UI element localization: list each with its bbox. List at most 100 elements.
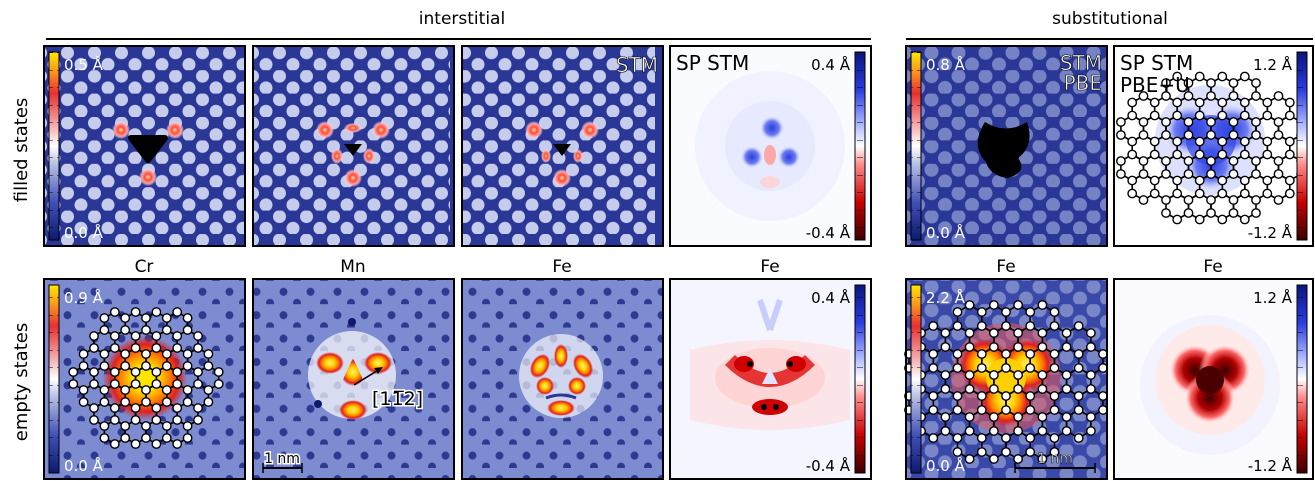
lattice-atom	[172, 439, 183, 449]
lattice-atom	[151, 343, 162, 353]
lattice-atom	[1025, 433, 1036, 443]
lattice-atom	[952, 307, 963, 317]
lattice-atom	[203, 385, 214, 395]
lattice-atom	[99, 349, 110, 359]
lattice-atom	[89, 379, 99, 389]
panel-fe-interstitial-empty	[461, 278, 664, 480]
lattice-atom	[1239, 214, 1250, 225]
lattice-atom	[1183, 156, 1194, 166]
lattice-atom	[89, 367, 99, 377]
scale-bar-label: 1 nm	[1037, 451, 1073, 467]
lattice-atom	[989, 370, 999, 380]
lattice-atom	[89, 343, 99, 353]
lattice-atom	[964, 412, 975, 422]
lattice-atom	[1217, 175, 1228, 186]
lattice-atom	[1061, 412, 1072, 422]
colorbar-min-label: 0.0 Å	[926, 456, 966, 475]
lattice-atom	[1251, 117, 1261, 127]
lattice-atom	[1172, 136, 1183, 147]
graphene-lattice-overlay	[1116, 71, 1307, 225]
lattice-atom	[78, 349, 89, 359]
lattice-atom	[1206, 91, 1216, 101]
colorbar-max-label: 0.8 Å	[926, 55, 966, 74]
lattice-atom	[182, 361, 193, 371]
lattice-atom	[928, 363, 939, 373]
lattice-atom	[1116, 130, 1126, 140]
lattice-atom	[1251, 208, 1261, 218]
panel-fe-substitutional-sp-filled: SP STM PBE+U 1.2 Å -1.2 Å	[1113, 45, 1314, 247]
lattice-atom	[99, 385, 110, 395]
graphene-lattice-overlay	[904, 300, 1108, 464]
lattice-atom	[989, 300, 999, 310]
column-label-cr: Cr	[135, 257, 154, 277]
lattice-atom	[1172, 71, 1183, 82]
colorbar-min-label: -0.4 Å	[806, 456, 851, 475]
lattice-atom	[1273, 156, 1284, 166]
sp-stm-label: SP STM	[676, 51, 749, 75]
lattice-atom	[1206, 169, 1216, 179]
lattice-atom	[1086, 328, 1096, 338]
lattice-atom	[1061, 384, 1072, 394]
lattice-atom	[1098, 391, 1108, 401]
lattice-atom	[1217, 97, 1228, 108]
lattice-atom	[1273, 117, 1284, 127]
lattice-atom	[193, 331, 203, 341]
lattice-atom	[1001, 391, 1011, 401]
lattice-atom	[1013, 342, 1023, 352]
lattice-atom	[193, 367, 203, 377]
lattice-atom	[120, 325, 131, 335]
lattice-atom	[1037, 342, 1048, 352]
header-substitutional: substitutional	[1052, 9, 1168, 29]
lattice-atom	[213, 379, 224, 389]
panel-fe-interstitial-filled: STM	[461, 45, 664, 247]
lattice-atom	[1228, 156, 1239, 166]
lattice-atom	[1138, 117, 1149, 127]
lattice-atom	[78, 385, 89, 395]
lattice-atom	[1161, 117, 1171, 127]
lattice-atom	[1172, 110, 1183, 121]
lattice-atom	[1284, 149, 1295, 160]
lattice-atom	[182, 313, 193, 323]
lattice-atom	[964, 300, 975, 310]
lattice-atom	[1284, 97, 1295, 108]
lattice-atom	[1194, 149, 1205, 160]
lattice-atom	[1206, 130, 1216, 140]
lattice-atom	[1206, 156, 1216, 166]
lattice-atom	[182, 349, 193, 359]
lattice-atom	[1037, 426, 1048, 436]
lattice-atom	[1239, 136, 1250, 147]
lattice-atom	[1037, 454, 1048, 464]
lattice-atom	[1127, 175, 1138, 186]
lattice-atom	[1025, 349, 1036, 359]
lattice-atom	[109, 403, 120, 413]
panel-mn-empty: [11̅2] 1 nm	[252, 278, 455, 480]
lattice-atom	[141, 433, 151, 443]
lattice-atom	[120, 433, 131, 443]
lattice-atom	[1086, 412, 1096, 422]
lattice-atom	[1086, 426, 1096, 436]
lattice-atom	[1037, 328, 1048, 338]
lattice-atom	[151, 439, 162, 449]
lattice-atom	[130, 379, 141, 389]
lattice-atom	[928, 405, 939, 415]
colorbar-max-label: 0.9 Å	[64, 288, 104, 307]
lattice-atom	[1217, 149, 1228, 160]
lattice-atom	[203, 349, 214, 359]
lattice-atom	[99, 433, 110, 443]
lattice-atom	[976, 433, 987, 443]
arrow-head-icon	[374, 367, 383, 374]
lattice-atom	[1149, 188, 1160, 199]
lattice-atom	[1073, 405, 1084, 415]
lattice-atom	[964, 384, 975, 394]
lattice-atom	[1228, 195, 1239, 205]
lattice-atom	[1251, 130, 1261, 140]
lattice-atom	[1098, 405, 1108, 415]
lattice-atom	[1061, 370, 1072, 380]
lattice-atom	[1273, 130, 1284, 140]
lattice-atom	[1251, 78, 1261, 88]
lattice-atom	[1284, 110, 1295, 121]
lattice-atom	[1206, 78, 1216, 88]
scale-bar-label: 1 nm	[264, 451, 300, 467]
lattice-atom	[1127, 97, 1138, 108]
lattice-atom	[1273, 169, 1284, 179]
